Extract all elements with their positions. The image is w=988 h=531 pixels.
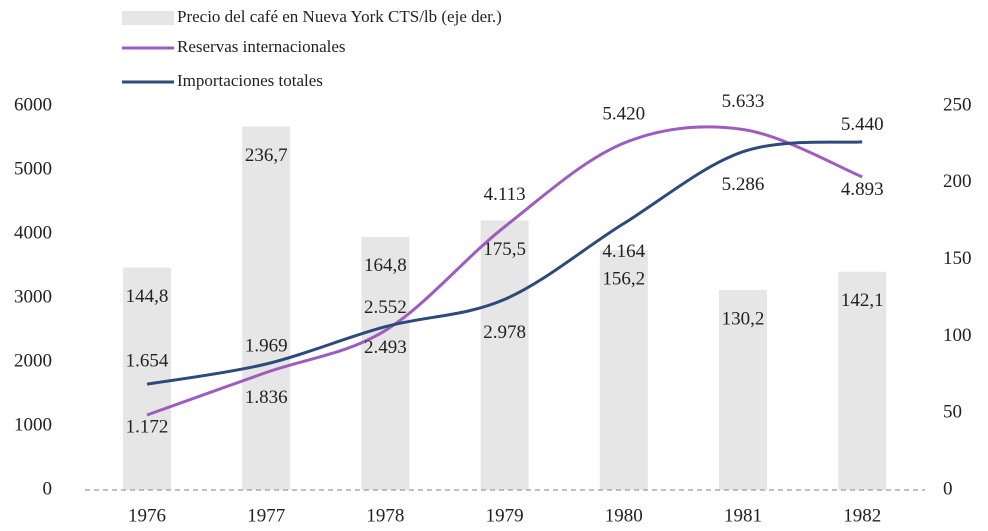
bar-value-label: 236,7	[245, 145, 288, 166]
line-value-label: 4.113	[484, 184, 526, 205]
line-value-label: 5.420	[602, 103, 645, 124]
bar-value-label: 175,5	[483, 239, 526, 260]
line-value-label: 5.440	[841, 114, 884, 135]
y2-tick-label: 0	[943, 478, 953, 499]
legend-swatch	[122, 11, 174, 25]
bar	[719, 290, 767, 490]
x-tick-label: 1978	[366, 505, 404, 526]
line	[146, 140, 863, 386]
x-tick-label: 1976	[128, 505, 166, 526]
bar-value-label: 142,1	[841, 290, 884, 311]
bar	[123, 267, 171, 490]
line-value-label: 2.552	[364, 297, 407, 318]
y-tick-label: 1000	[14, 414, 52, 435]
bar-value-label: 130,2	[722, 308, 765, 329]
bar	[242, 126, 291, 490]
x-tick-label: 1977	[247, 505, 285, 526]
x-tick-label: 1981	[724, 505, 762, 526]
y-tick-label: 3000	[14, 286, 52, 307]
line-value-label: 5.633	[722, 91, 765, 112]
legend-label: Precio del café en Nueva York CTS/lb (ej…	[177, 7, 502, 26]
y2-tick-label: 250	[943, 94, 972, 115]
y2-tick-label: 50	[943, 402, 962, 423]
bar-value-label: 156,2	[602, 268, 645, 289]
y-tick-label: 4000	[14, 222, 52, 243]
x-tick-label: 1982	[843, 505, 881, 526]
bar	[838, 271, 887, 490]
x-tick-label: 1979	[486, 505, 524, 526]
line-value-label: 1.969	[245, 335, 288, 356]
bar-value-label: 144,8	[126, 286, 169, 307]
x-tick-label: 1980	[605, 505, 643, 526]
y-tick-label: 0	[43, 478, 53, 499]
y-tick-label: 2000	[14, 350, 52, 371]
line-value-label: 2.978	[483, 322, 526, 343]
line-value-label: 1.172	[126, 416, 169, 437]
bar	[480, 220, 529, 490]
line-value-label: 4.893	[841, 179, 884, 200]
bar-value-label: 164,8	[364, 255, 407, 276]
y-tick-label: 6000	[14, 94, 52, 115]
y2-tick-label: 200	[943, 171, 972, 192]
y2-tick-label: 100	[943, 325, 972, 346]
line-value-label: 5.286	[722, 174, 765, 195]
line	[146, 125, 863, 417]
y2-tick-label: 150	[943, 248, 972, 269]
line-value-label: 2.493	[364, 337, 407, 358]
line-value-label: 1.836	[245, 387, 288, 408]
bar	[361, 236, 410, 490]
line-value-label: 1.654	[126, 351, 169, 372]
y-tick-label: 5000	[14, 158, 52, 179]
legend-label: Importaciones totales	[177, 71, 323, 90]
legend-label: Reservas internacionales	[177, 37, 346, 56]
line-value-label: 4.164	[602, 241, 645, 262]
bar	[599, 250, 648, 490]
